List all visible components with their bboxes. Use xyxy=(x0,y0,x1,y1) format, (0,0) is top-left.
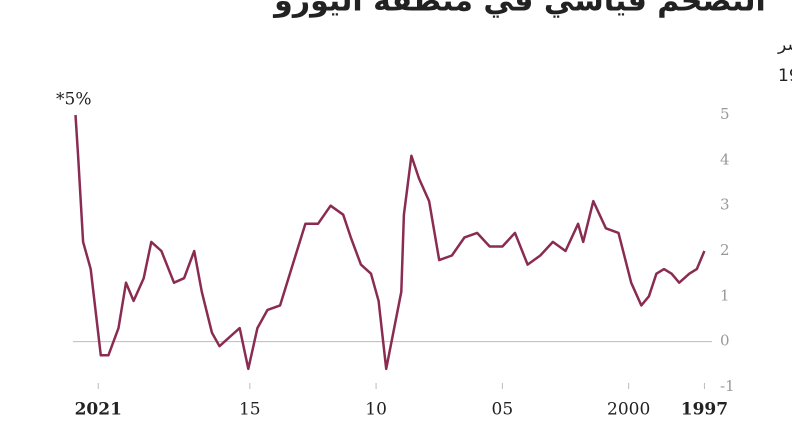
y-tick-label: 3 xyxy=(720,196,730,214)
subtitle: التغير الشهري في معدل التضخم على أساس سن… xyxy=(777,33,792,55)
x-tick-label: 2000 xyxy=(607,400,650,420)
line xyxy=(74,114,706,371)
y-tick-label: 1 xyxy=(720,286,730,304)
y-tick-label: -1 xyxy=(720,377,735,395)
x-tick-label: 2021 xyxy=(75,400,122,420)
x-tick-label: 05 xyxy=(492,400,514,420)
y-tick-label: 4 xyxy=(720,150,730,168)
y-tick-label: 0 xyxy=(720,332,730,350)
annotation: *5% xyxy=(56,90,91,110)
subtitle: من قبل يوروستات في عام 1997 xyxy=(778,66,792,86)
y-tick-label: 2 xyxy=(720,241,730,259)
x-tick-label: 15 xyxy=(239,400,261,420)
y-tick-label: 5 xyxy=(720,105,730,123)
x-tick-label: 1997 xyxy=(681,400,728,420)
x-tick-label: 10 xyxy=(365,400,387,420)
chart-title: التضخم قياسي في منطقة اليورو xyxy=(272,0,766,19)
